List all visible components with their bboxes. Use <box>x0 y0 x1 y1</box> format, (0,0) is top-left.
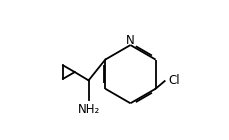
Text: Cl: Cl <box>168 74 180 87</box>
Text: NH₂: NH₂ <box>77 103 100 116</box>
Text: N: N <box>126 34 135 47</box>
